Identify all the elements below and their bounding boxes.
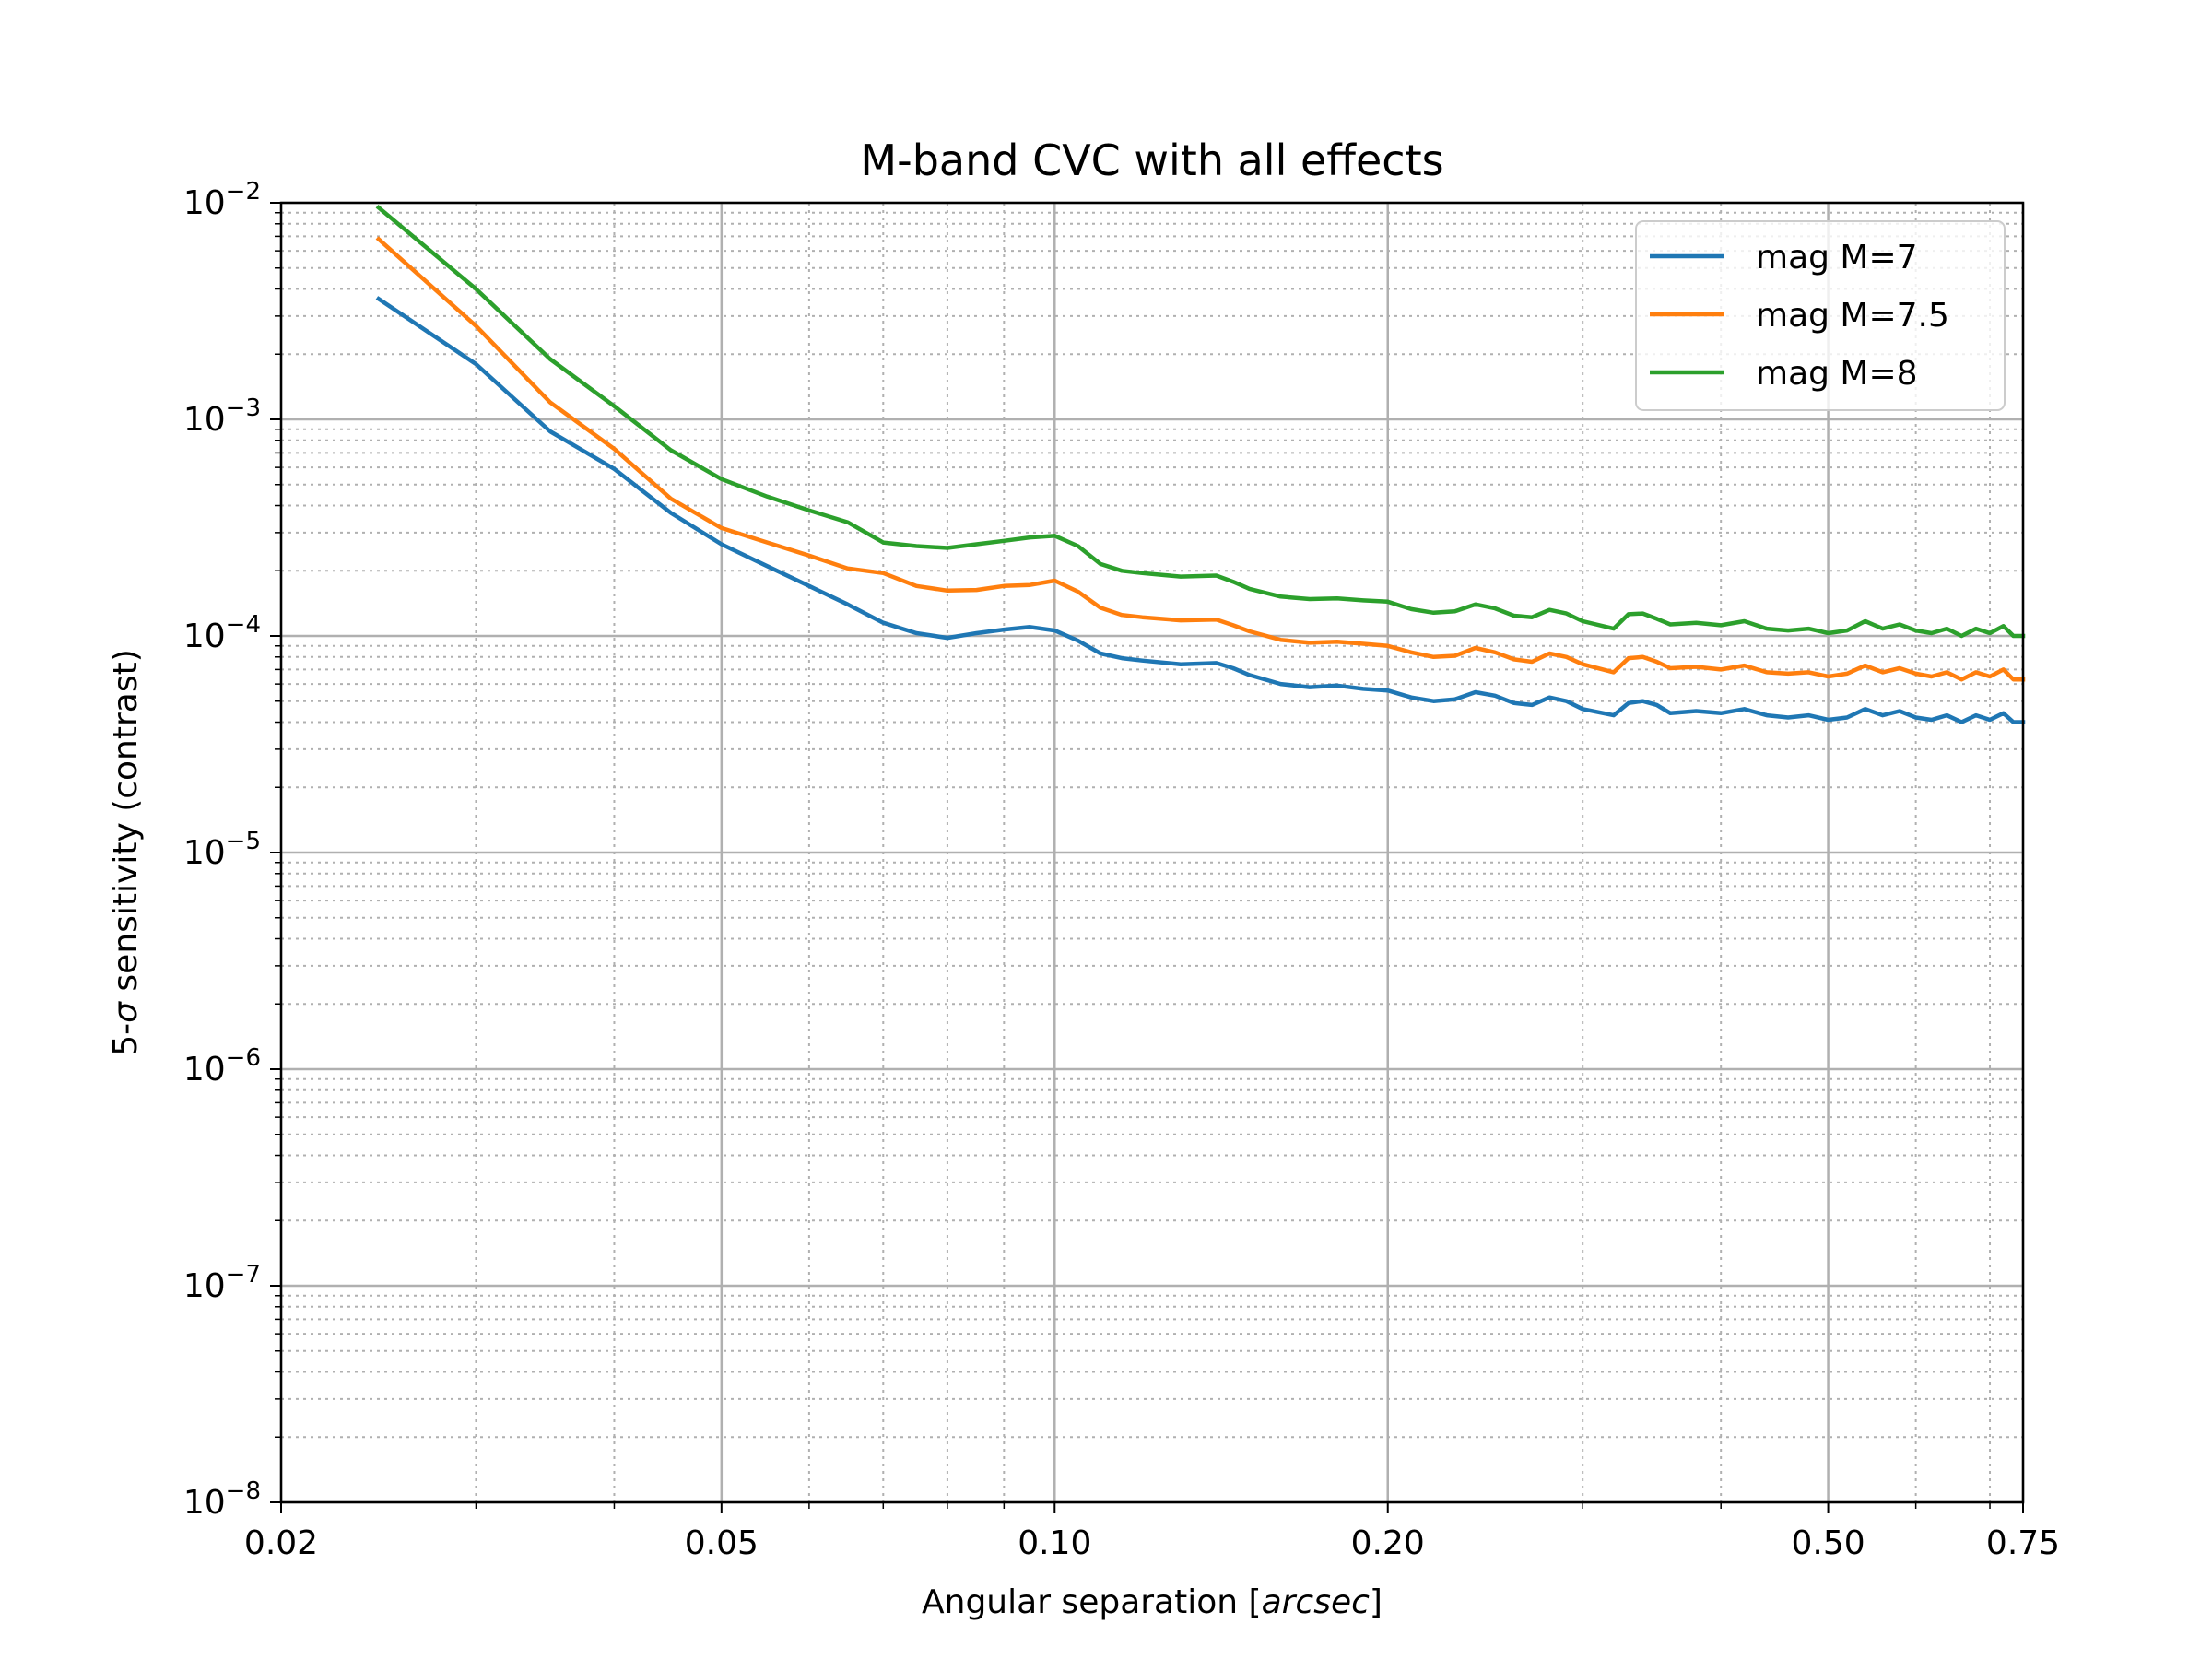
y-tick-label: 10−3 <box>183 394 261 439</box>
x-tick-label: 0.75 <box>1986 1524 2060 1562</box>
y-tick-label: 10−8 <box>183 1477 261 1522</box>
x-tick-label: 0.05 <box>685 1524 759 1562</box>
y-tick-label: 10−7 <box>183 1261 261 1305</box>
x-tick-label: 0.20 <box>1351 1524 1425 1562</box>
series-line-2 <box>375 236 2026 682</box>
y-tick-labels: 10−8 10−7 10−6 10−5 10−4 10−3 10−2 <box>183 178 261 1522</box>
y-tick-label: 10−2 <box>183 178 261 222</box>
legend-label-3: mag M=8 <box>1756 355 1918 393</box>
x-tick-label: 0.50 <box>1791 1524 1865 1562</box>
x-tick-label: 0.02 <box>244 1524 318 1562</box>
y-tick-label: 10−4 <box>183 611 261 655</box>
x-tick-label: 0.10 <box>1018 1524 1091 1562</box>
y-axis-label: 5-σ sensitivity (contrast) <box>107 649 145 1056</box>
legend: mag M=7 mag M=7.5 mag M=8 <box>1635 220 2006 411</box>
series-line-3 <box>375 205 2026 639</box>
legend-box <box>1635 220 2006 411</box>
y-tick-label: 10−5 <box>183 828 261 872</box>
legend-label-1: mag M=7 <box>1756 239 1918 276</box>
legend-label-2: mag M=7.5 <box>1756 297 1949 335</box>
series-layer <box>375 205 2026 724</box>
x-tick-labels: 0.02 0.05 0.10 0.20 0.50 0.75 <box>244 1524 2060 1562</box>
y-tick-label: 10−6 <box>183 1044 261 1088</box>
chart-title: M-band CVC with all effects <box>860 135 1443 185</box>
series-line-1 <box>375 296 2026 724</box>
x-axis-label: Angular separation [arcsec] <box>922 1583 1382 1621</box>
axis-ticks <box>270 202 2024 1513</box>
